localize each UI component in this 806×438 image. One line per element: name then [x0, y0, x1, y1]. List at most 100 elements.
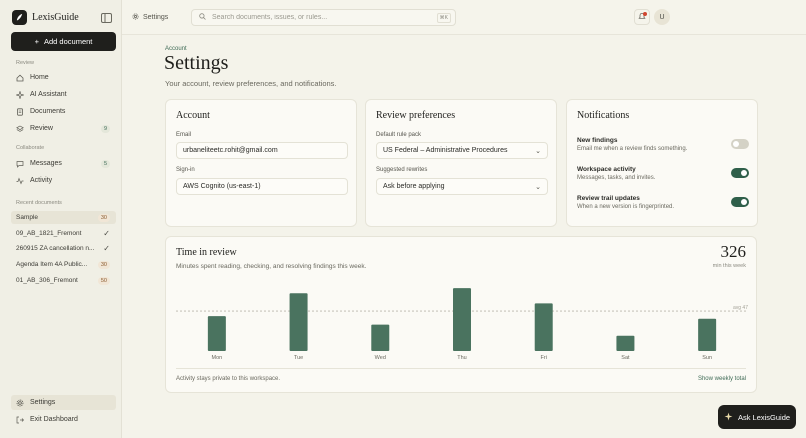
rewrites-value: Ask before applying [383, 183, 445, 190]
card-title: Time in review [176, 247, 237, 258]
email-field[interactable]: urbaneliteetc.rohit@gmail.com [176, 142, 348, 159]
rewrites-select[interactable]: Ask before applying ⌄ [376, 178, 548, 195]
time-in-review-card: Time in review Minutes spent reading, ch… [165, 236, 757, 393]
gear-icon [16, 399, 24, 407]
sidebar-item-label: Documents [30, 108, 66, 115]
notifications-button[interactable] [634, 9, 650, 25]
layers-icon [16, 125, 24, 133]
time-bar-chart: avg 47 Mon Tue Wed Thu Fri Sat Sun [176, 288, 748, 361]
search-input[interactable] [212, 14, 432, 21]
check-icon: ✓ [103, 244, 110, 253]
brand-logo-icon [12, 10, 27, 25]
avatar[interactable]: U [654, 9, 670, 25]
unread-dot [643, 12, 647, 16]
sidebar-toggle-icon[interactable] [101, 13, 112, 23]
bar-tue[interactable] [289, 293, 308, 351]
search-bar[interactable]: ⌘K [191, 9, 456, 26]
recent-doc-label: 01_AB_306_Fremont [16, 277, 78, 284]
sidebar-item-documents[interactable]: Documents [11, 104, 116, 119]
card-subtitle: Minutes spent reading, checking, and res… [176, 263, 367, 270]
add-document-button[interactable]: + Add document [11, 32, 116, 51]
sidebar-item-exit[interactable]: Exit Dashboard [11, 412, 116, 427]
bar-fri[interactable] [534, 303, 553, 351]
card-title: Notifications [577, 110, 630, 121]
x-tick-label: Thu [457, 355, 466, 361]
recent-doc-item[interactable]: Sample 30 [11, 211, 116, 224]
email-value: urbaneliteetc.rohit@gmail.com [183, 147, 278, 154]
card-title: Account [176, 110, 210, 121]
workspace-activity-toggle[interactable] [731, 168, 749, 178]
notification-desc: Email me when a review finds something. [577, 146, 688, 152]
new-findings-toggle[interactable] [731, 139, 749, 149]
sidebar-item-label: Review [30, 125, 53, 132]
notification-title: Review trail updates [577, 195, 640, 202]
notification-workspace-activity: Workspace activity Messages, tasks, and … [577, 166, 749, 181]
sidebar-item-home[interactable]: Home [11, 70, 116, 85]
sparkle-icon [724, 412, 733, 423]
notification-desc: Messages, tasks, and invites. [577, 175, 656, 181]
findings-count-badge: 30 [97, 261, 110, 269]
brand[interactable]: LexisGuide [12, 10, 79, 25]
notifications-card: Notifications New findings Email me when… [566, 99, 758, 227]
brand-name: LexisGuide [32, 12, 79, 23]
notification-title: Workspace activity [577, 166, 636, 173]
breadcrumb: Settings [132, 13, 168, 22]
document-icon [16, 107, 24, 116]
email-label: Email [176, 132, 192, 138]
notification-desc: When a new version is fingerprinted. [577, 204, 675, 210]
rule-pack-select[interactable]: US Federal – Administrative Procedures ⌄ [376, 142, 548, 159]
recent-doc-item[interactable]: Agenda Item 4A Public... 30 [11, 258, 116, 271]
account-card: Account Email urbaneliteetc.rohit@gmail.… [165, 99, 357, 227]
messages-count-badge: 5 [100, 160, 110, 168]
signin-value: AWS Cognito (us-east-1) [183, 183, 261, 190]
findings-count-badge: 50 [97, 277, 110, 285]
bar-sun[interactable] [698, 318, 717, 351]
signin-label: Sign-in [176, 167, 195, 173]
bar-sat[interactable] [616, 335, 635, 351]
bar-mon[interactable] [207, 316, 226, 351]
x-tick-label: Mon [212, 355, 223, 361]
section-label-collaborate: Collaborate [16, 145, 45, 151]
section-label-recent: Recent documents [16, 200, 62, 206]
sidebar-item-settings[interactable]: Settings [11, 395, 116, 410]
top-bar: Settings ⌘K [122, 0, 806, 35]
recent-doc-item[interactable]: 260915 ZA cancellation n... ✓ [11, 242, 116, 255]
recent-doc-item[interactable]: 01_AB_306_Fremont 50 [11, 274, 116, 287]
weekly-total-label: min this week [712, 263, 746, 269]
chevron-down-icon: ⌄ [535, 184, 541, 191]
page-title: Settings [164, 52, 229, 74]
ask-label: Ask LexisGuide [737, 412, 791, 422]
bar-thu[interactable] [453, 288, 471, 351]
sidebar-item-ai-assistant[interactable]: AI Assistant [11, 87, 116, 102]
x-tick-label: Wed [375, 355, 386, 361]
weekly-total-value: 326 [720, 242, 747, 261]
x-tick-label: Fri [541, 355, 547, 361]
chevron-down-icon: ⌄ [535, 148, 541, 155]
sidebar-item-label: Exit Dashboard [30, 416, 78, 423]
recent-doc-label: Sample [16, 214, 39, 221]
home-icon [16, 74, 24, 82]
check-icon: ✓ [103, 229, 110, 238]
plus-icon: + [34, 37, 39, 46]
sidebar-item-review[interactable]: Review 9 [11, 121, 116, 136]
search-shortcut: ⌘K [436, 13, 451, 23]
notification-title: New findings [577, 137, 618, 144]
show-weekly-total-link[interactable]: Show weekly total [697, 376, 746, 382]
signin-field[interactable]: AWS Cognito (us-east-1) [176, 178, 348, 195]
bar-wed[interactable] [371, 324, 390, 351]
privacy-note: Activity stays private to this workspace… [176, 376, 281, 382]
sidebar-item-label: AI Assistant [30, 91, 67, 98]
sidebar-item-label: Settings [30, 399, 56, 406]
rewrites-label: Suggested rewrites [376, 167, 428, 173]
sidebar-item-activity[interactable]: Activity [11, 173, 116, 188]
ask-lexisguide-button[interactable]: Ask LexisGuide [718, 405, 796, 429]
review-preferences-card: Review preferences Default rule pack US … [365, 99, 557, 227]
add-document-label: Add document [44, 37, 93, 46]
x-tick-label: Tue [294, 355, 303, 361]
review-trail-toggle[interactable] [731, 197, 749, 207]
search-icon [199, 13, 206, 22]
recent-doc-item[interactable]: 09_AB_1821_Fremont ✓ [11, 227, 116, 240]
chat-icon [16, 160, 24, 168]
recent-doc-label: 260915 ZA cancellation n... [16, 245, 95, 252]
sidebar-item-messages[interactable]: Messages 5 [11, 156, 116, 171]
